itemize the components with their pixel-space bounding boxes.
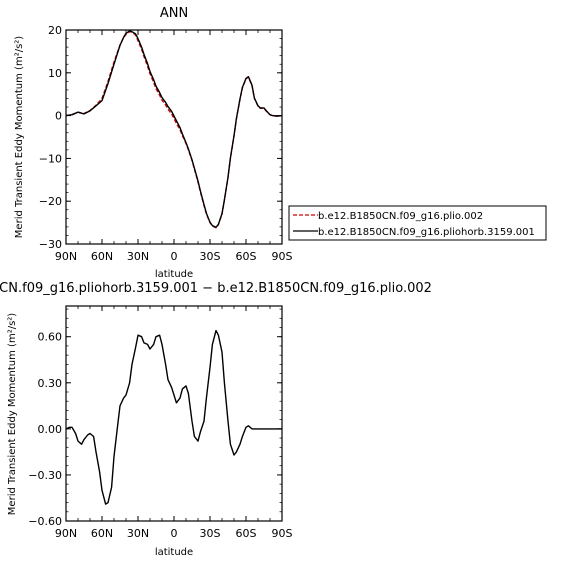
top-series-line-0 [65,31,283,229]
bottom-chart: b.e12.B1850CN.f09_g16.pliohorb.3159.001 … [0,281,432,558]
top-x-tick-label: 30N [127,250,149,263]
bottom-y-tick-label: 0.00 [38,423,63,436]
bottom-x-tick-label: 0 [171,527,178,540]
legend: b.e12.B1850CN.f09_g16.plio.002 b.e12.B18… [288,205,547,241]
top-y-tick-label: −20 [39,195,62,208]
top-y-tick-label: −10 [39,152,62,165]
bottom-chart-title: b.e12.B1850CN.f09_g16.pliohorb.3159.001 … [0,281,432,296]
top-x-tick-label: 0 [171,250,178,263]
legend-box [288,205,547,241]
bottom-y-axis-label: Merid Transient Eddy Momentum (m²/s²) [7,313,18,515]
top-y-tick-label: −30 [39,238,62,251]
top-y-tick-label: 20 [48,24,62,37]
top-y-tick-label: 10 [48,67,62,80]
top-chart: ANN 90N 60N 30N 0 30S 60S 90S −30 −20 −10 0 10 20 la… [14,6,547,280]
top-x-tick-label: 60S [236,250,257,263]
top-y-axis-label: Merid Transient Eddy Momentum (m²/s²) [14,36,25,238]
top-x-axis-label: latitude [155,269,193,280]
bottom-y-tick-label: −0.60 [28,515,62,528]
bottom-y-tick-label: 0.30 [38,377,63,390]
bottom-y-tick-label: 0.60 [38,331,63,344]
bottom-x-tick-label: 90S [272,527,293,540]
top-series-line-1 [65,30,283,228]
bottom-plot-frame [65,305,283,522]
bottom-x-tick-label: 30N [127,527,149,540]
bottom-series-line-0 [65,329,282,505]
legend-label-plio: b.e12.B1850CN.f09_g16.plio.002 [318,211,483,222]
top-x-tick-label: 60N [91,250,113,263]
bottom-x-axis-label: latitude [155,547,193,558]
bottom-x-tick-label: 60N [91,527,113,540]
top-plot-frame [65,29,283,245]
bottom-x-tick-label: 90N [55,527,77,540]
top-x-tick-label: 30S [200,250,221,263]
bottom-y-tick-label: −0.30 [28,469,62,482]
top-chart-title: ANN [160,6,188,21]
top-x-tick-label: 90N [55,250,77,263]
legend-label-pliohorb: b.e12.B1850CN.f09_g16.pliohorb.3159.001 [318,227,535,238]
top-y-tick-label: 0 [55,110,62,123]
bottom-x-tick-label: 30S [200,527,221,540]
top-x-tick-label: 90S [272,250,293,263]
bottom-x-tick-label: 60S [236,527,257,540]
